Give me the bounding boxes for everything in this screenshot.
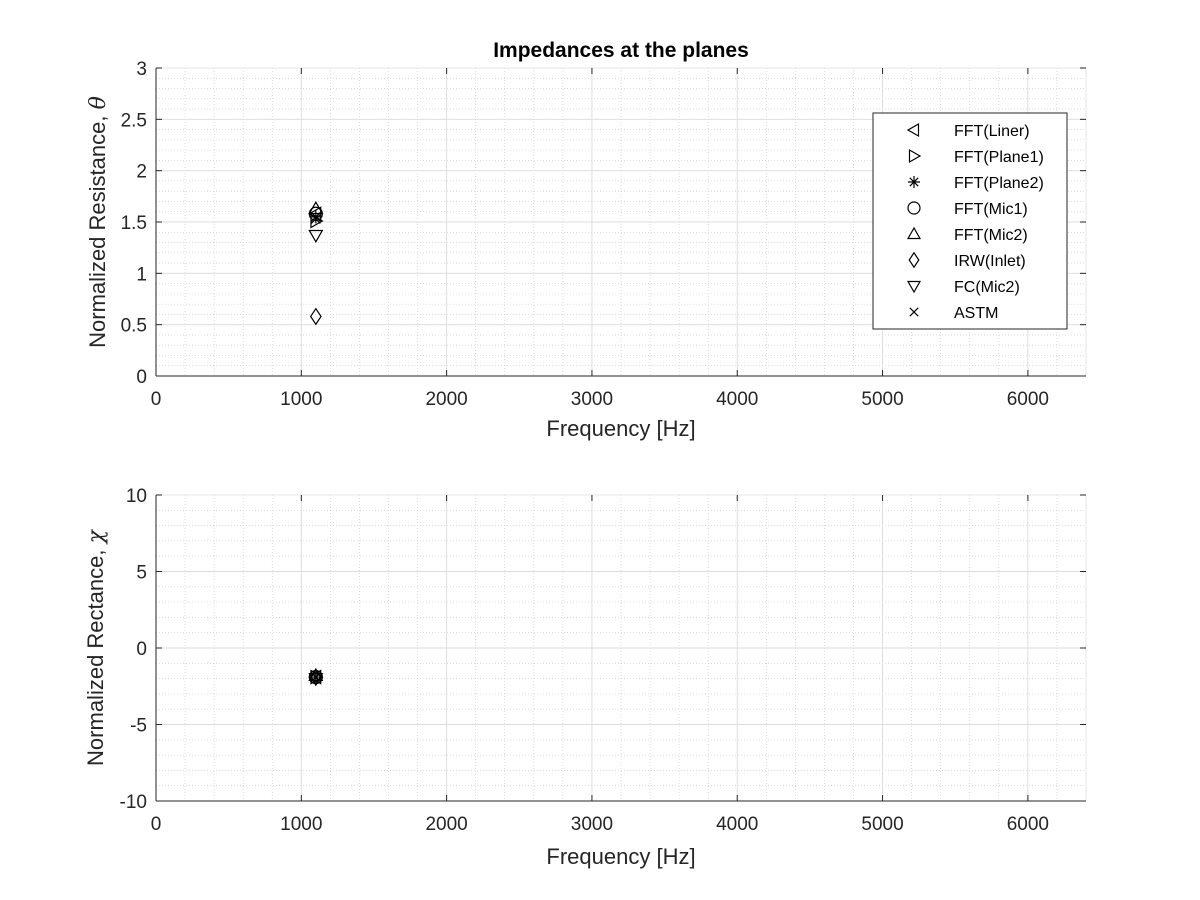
legend-items: FFT(Liner) FFT(Plane1) FFT(Plane2) FFT(Mic1… (906, 122, 1044, 322)
resistance-y-tick-label: 0.5 (121, 316, 147, 337)
legend-entry-label: FC(Mic2) (954, 279, 1020, 296)
reactance-y-tick-label: 5 (136, 563, 147, 584)
reactance-data-markers (308, 667, 324, 687)
reactance-plot: 0 1000 2000 3000 4000 5000 6000 -10 -5 0 5 10 Freq… (83, 486, 1087, 869)
reactance-marker-x (310, 672, 321, 683)
reactance-ticks (155, 494, 1086, 802)
reactance-y-tick-label: -10 (120, 792, 147, 813)
resistance-x-axis-label: Frequency [Hz] (546, 416, 695, 441)
resistance-x-tick-label: 2000 (425, 389, 467, 410)
legend-marker-triangle-right (908, 148, 922, 164)
resistance-data-markers (308, 200, 324, 326)
resistance-y-axis-label-symbol: θ (86, 96, 111, 109)
resistance-x-tick-label: 6000 (1007, 389, 1049, 410)
resistance-y-tick-label: 1.5 (121, 213, 147, 234)
legend-entry-label: FFT(Mic1) (954, 201, 1028, 218)
reactance-x-tick-label: 4000 (716, 814, 758, 835)
reactance-x-axis-label: Frequency [Hz] (546, 844, 695, 869)
resistance-y-tick-label: 0 (136, 367, 147, 388)
legend-box (872, 112, 1068, 330)
legend-marker-triangle-up (906, 226, 922, 240)
legend-entry-label: FFT(Liner) (954, 123, 1030, 140)
legend: FFT(Liner) FFT(Plane1) FFT(Plane2) FFT(Mic1… (872, 112, 1068, 330)
reactance-y-tick-label: 10 (126, 486, 147, 507)
resistance-y-tick-label: 2 (136, 162, 147, 183)
legend-marker-circle (907, 201, 921, 215)
reactance-x-tick-label: 2000 (425, 814, 467, 835)
resistance-y-tick-label: 2.5 (121, 110, 147, 131)
reactance-y-tick-labels: -10 -5 0 5 10 (120, 486, 147, 813)
reactance-marker-circle (308, 669, 323, 685)
reactance-x-tick-label: 5000 (861, 814, 903, 835)
resistance-marker-triangle-up (308, 200, 324, 215)
resistance-ticks (155, 67, 1086, 377)
resistance-marker-asterisk (309, 210, 323, 224)
legend-marker-diamond (908, 251, 920, 269)
resistance-x-tick-labels: 0 1000 2000 3000 4000 5000 6000 (151, 389, 1049, 410)
reactance-y-tick-label: -5 (130, 716, 147, 737)
resistance-x-tick-label: 1000 (280, 389, 322, 410)
resistance-marker-triangle-down (308, 229, 324, 244)
reactance-y-axis-label-text: Normalized Rectance, (83, 550, 108, 766)
legend-entry-label: ASTM (954, 305, 998, 322)
reactance-x-tick-label: 3000 (571, 814, 613, 835)
resistance-marker-x (310, 213, 321, 224)
resistance-marker-diamond (309, 307, 322, 326)
resistance-x-tick-label: 5000 (861, 389, 903, 410)
resistance-y-axis-label-text: Normalized Resistance, (85, 116, 110, 348)
reactance-x-tick-label: 6000 (1007, 814, 1049, 835)
legend-marker-triangle-left (906, 122, 920, 138)
legend-entry-label: IRW(Inlet) (954, 253, 1026, 270)
reactance-x-tick-label: 0 (151, 814, 162, 835)
resistance-plot: 0 1000 2000 3000 4000 5000 6000 00.511.522.53 … (85, 39, 1087, 441)
reactance-x-tick-labels: 0 1000 2000 3000 4000 5000 6000 (151, 814, 1049, 835)
resistance-y-tick-label: 1 (136, 264, 147, 285)
resistance-x-tick-label: 4000 (716, 389, 758, 410)
resistance-x-tick-label: 0 (151, 389, 162, 410)
legend-marker-x (909, 307, 919, 317)
legend-marker-triangle-down (906, 280, 922, 294)
resistance-x-tick-label: 3000 (571, 389, 613, 410)
reactance-y-axis-label: Normalized Rectance, χ (83, 528, 109, 766)
resistance-y-tick-labels: 0 0.5 1 1.5 2 2.5 3 (121, 59, 147, 388)
legend-marker-asterisk (908, 176, 920, 188)
legend-entry-label: FFT(Plane1) (954, 149, 1044, 166)
reactance-marker-triangle-down (308, 673, 324, 687)
reactance-y-tick-label: 0 (136, 639, 147, 660)
legend-entry-label: FFT(Mic2) (954, 227, 1028, 244)
legend-entry-label: FFT(Plane2) (954, 175, 1044, 192)
resistance-y-tick-label: 3 (136, 59, 147, 80)
reactance-x-tick-label: 1000 (280, 814, 322, 835)
resistance-y-axis-label: Normalized Resistance, θ (85, 96, 111, 348)
chart-title: Impedances at the planes (493, 39, 749, 62)
reactance-y-axis-label-symbol: χ (84, 528, 109, 545)
